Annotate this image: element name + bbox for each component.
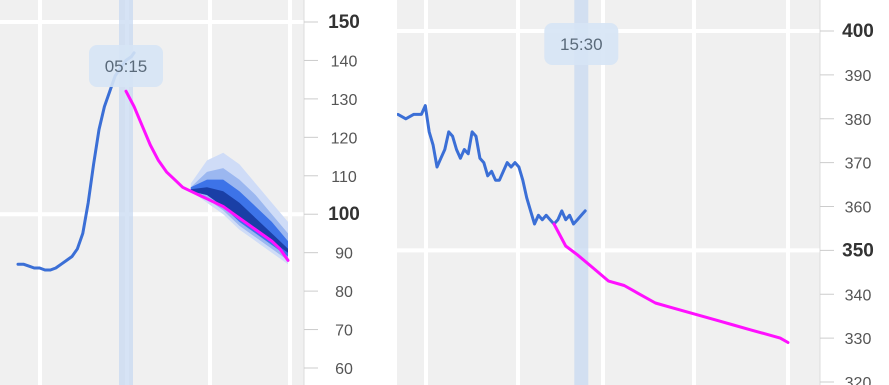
- right-tick-label: 330: [845, 331, 872, 348]
- right-tick-label: 390: [845, 68, 872, 85]
- right-cursor-time-box: [544, 23, 619, 65]
- right-tick-label: 360: [845, 200, 872, 217]
- left-cursor-time-label: 05:15: [105, 57, 148, 76]
- right-measured-line: [396, 104, 587, 226]
- left-tick-label: 60: [335, 361, 353, 378]
- left-tick-label: 140: [331, 53, 358, 70]
- left-tick-label: 80: [335, 284, 353, 301]
- right-tick-label: 380: [845, 112, 872, 129]
- right-cursor-time-label: 15:30: [560, 35, 603, 54]
- left-tick-label: 150: [328, 12, 360, 33]
- left-tick-label: 110: [331, 169, 357, 186]
- right-tick-label: 350: [842, 240, 874, 261]
- right-tick-label: 320: [845, 375, 872, 385]
- right-tick-label: 400: [842, 21, 874, 42]
- left-axis-area: [304, 0, 397, 385]
- left-tick-label: 120: [331, 130, 358, 147]
- left-tick-label: 70: [335, 323, 353, 340]
- right-predicted-line: [552, 222, 790, 344]
- right-tick-label: 340: [845, 287, 872, 304]
- panel-separator: [385, 0, 397, 385]
- left-predicted-line: [124, 89, 290, 262]
- right-axis-area: [820, 0, 889, 385]
- left-cursor-time-box: [89, 45, 163, 87]
- right-cursor-band: [574, 0, 589, 385]
- right-tick-label: 370: [845, 156, 872, 173]
- left-tick-label: 90: [335, 246, 353, 263]
- left-tick-label: 130: [331, 92, 358, 109]
- left-tick-label: 100: [328, 204, 360, 225]
